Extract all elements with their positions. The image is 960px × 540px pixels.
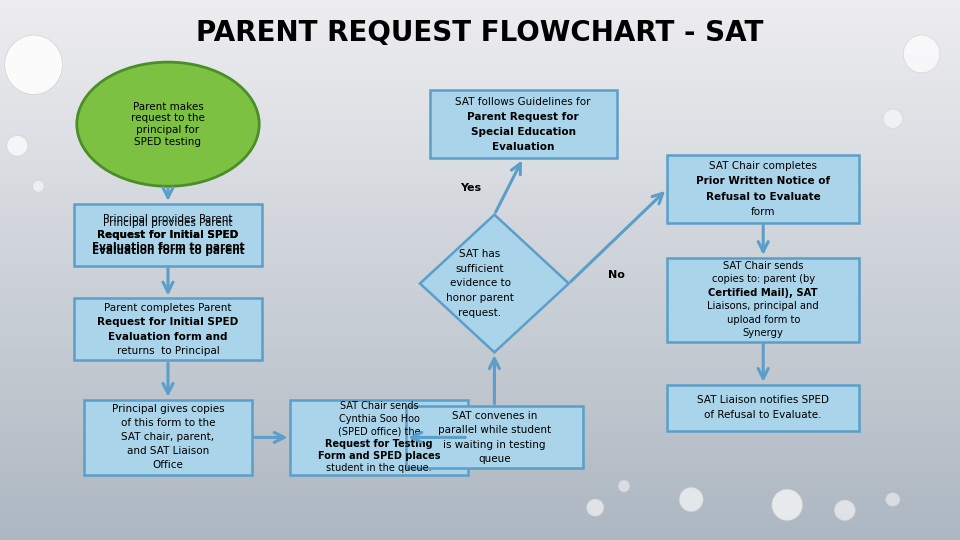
Text: Form and SPED places: Form and SPED places [318,451,441,461]
Text: Special Education: Special Education [470,127,576,137]
Text: SAT chair, parent,: SAT chair, parent, [121,433,215,442]
Text: (SPED office) the: (SPED office) the [338,426,420,436]
Text: Parent Request for: Parent Request for [468,112,579,122]
Text: sufficient: sufficient [456,264,504,274]
Ellipse shape [33,180,44,192]
Ellipse shape [618,480,630,492]
Ellipse shape [834,500,855,521]
Text: Request for Initial SPED: Request for Initial SPED [97,317,239,327]
Ellipse shape [903,35,940,73]
Text: Request for Initial SPED: Request for Initial SPED [97,230,239,240]
FancyBboxPatch shape [74,204,261,266]
Text: No: No [609,271,625,280]
Text: Evaluation: Evaluation [492,142,554,152]
Text: Evaluation form and: Evaluation form and [108,332,228,342]
FancyBboxPatch shape [667,258,859,342]
Text: Principal provides Parent: Principal provides Parent [104,214,232,224]
Text: Evaluation form to parent: Evaluation form to parent [92,242,244,252]
FancyBboxPatch shape [667,156,859,222]
Text: SAT has: SAT has [460,249,500,259]
Text: queue: queue [478,454,511,464]
Text: Yes: Yes [460,183,481,193]
Text: evidence to: evidence to [449,279,511,288]
Text: Prior Written Notice of: Prior Written Notice of [696,177,830,186]
Ellipse shape [5,35,62,94]
Text: returns  to Principal: returns to Principal [116,346,220,356]
Ellipse shape [885,492,900,507]
FancyBboxPatch shape [84,400,252,475]
Text: student in the queue.: student in the queue. [326,463,432,474]
Text: SAT follows Guidelines for: SAT follows Guidelines for [455,97,591,106]
Ellipse shape [7,136,28,156]
Text: upload form to: upload form to [727,315,800,325]
Text: SAT Liaison notifies SPED: SAT Liaison notifies SPED [697,395,829,405]
Text: Evaluation form to parent: Evaluation form to parent [92,246,244,255]
Ellipse shape [587,499,604,516]
FancyBboxPatch shape [290,400,468,475]
Text: Refusal to Evaluate: Refusal to Evaluate [706,192,821,201]
Text: copies to: parent (by: copies to: parent (by [711,274,815,285]
Text: Parent makes
request to the
principal for
SPED testing: Parent makes request to the principal fo… [132,102,204,146]
Text: Office: Office [153,461,183,470]
Text: is waiting in testing: is waiting in testing [444,440,545,450]
FancyBboxPatch shape [74,298,261,361]
Text: form: form [751,207,776,217]
Polygon shape [420,214,568,353]
Text: SAT convenes in: SAT convenes in [452,410,537,421]
Text: Principal gives copies: Principal gives copies [111,404,225,414]
Ellipse shape [772,489,803,521]
Text: Certified Mail), SAT: Certified Mail), SAT [708,288,818,298]
Text: of Refusal to Evaluate.: of Refusal to Evaluate. [705,410,822,420]
Text: Synergy: Synergy [743,328,783,339]
Text: parallel while student: parallel while student [438,425,551,435]
Text: SAT Chair sends: SAT Chair sends [340,401,419,411]
Text: Parent completes Parent: Parent completes Parent [105,302,231,313]
Text: and SAT Liaison: and SAT Liaison [127,447,209,456]
Ellipse shape [883,109,902,129]
Text: SAT Chair completes: SAT Chair completes [709,161,817,171]
Text: of this form to the: of this form to the [121,418,215,428]
Ellipse shape [679,487,703,512]
Text: honor parent: honor parent [446,293,514,303]
Text: PARENT REQUEST FLOWCHART - SAT: PARENT REQUEST FLOWCHART - SAT [196,19,764,47]
FancyBboxPatch shape [405,406,583,468]
Text: Request for Testing: Request for Testing [325,438,433,449]
Text: Request for Initial SPED: Request for Initial SPED [97,230,239,240]
FancyBboxPatch shape [430,90,617,158]
Text: Cynthia Soo Hoo: Cynthia Soo Hoo [339,414,420,424]
Text: request.: request. [459,308,501,318]
Text: Liaisons, principal and: Liaisons, principal and [708,301,819,312]
Ellipse shape [77,62,259,186]
Text: Principal provides Parent: Principal provides Parent [104,218,232,228]
FancyBboxPatch shape [667,384,859,431]
Text: SAT Chair sends: SAT Chair sends [723,261,804,271]
